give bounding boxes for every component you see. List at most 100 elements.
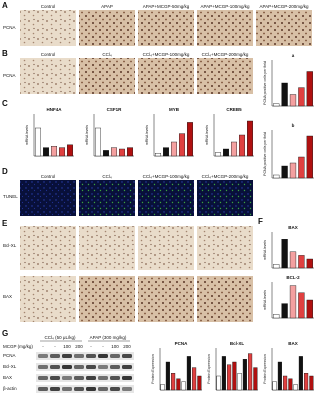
- column-label: CCl₄: [102, 52, 111, 57]
- bar: [306, 135, 313, 179]
- micrograph: [197, 226, 253, 270]
- band: [50, 365, 60, 369]
- bar: [273, 314, 280, 319]
- dose-label: MCGP (mg/kg): [3, 344, 33, 349]
- y-axis-label: Protein Expression: [151, 354, 155, 383]
- stain-label: Bcl-XL: [3, 243, 17, 248]
- panel-label: G: [2, 329, 8, 338]
- micrograph: [79, 180, 135, 216]
- bar: [281, 303, 288, 319]
- band: [74, 387, 84, 391]
- micrograph: [138, 226, 194, 270]
- band: [110, 376, 120, 380]
- bar: [273, 264, 280, 269]
- band: [122, 376, 132, 380]
- y-axis-label: Protein Expression: [207, 354, 211, 383]
- bar: [288, 378, 293, 391]
- blot-strip: [36, 374, 134, 382]
- micrograph: [138, 276, 194, 322]
- stain-label: BAX: [3, 294, 12, 299]
- micrograph: [20, 226, 76, 270]
- column-label: APAP+MCGP-50mg/kg: [143, 4, 190, 9]
- bar: [298, 156, 305, 179]
- panel-label: B: [2, 49, 8, 58]
- dose: 200: [75, 344, 83, 349]
- micrograph: [79, 58, 135, 94]
- bar: [306, 299, 313, 319]
- band-label: PCNA: [3, 353, 16, 358]
- bar: [176, 378, 181, 391]
- dose: -: [54, 344, 56, 349]
- chart-title: CSF1R: [107, 107, 123, 112]
- column-label: Control: [41, 4, 56, 9]
- column-label: CCl₄+MCGP-200mg/kg: [202, 174, 249, 179]
- panel-label: F: [258, 217, 263, 226]
- y-axis-label: PCNA positive cells per field: [263, 132, 267, 176]
- bar: [66, 144, 73, 157]
- bar: [181, 381, 186, 391]
- band: [50, 387, 60, 391]
- band: [50, 354, 60, 358]
- bar: [102, 150, 109, 157]
- y-axis-label: mRNA levels: [263, 290, 267, 310]
- band: [38, 376, 48, 380]
- bar: [178, 133, 185, 157]
- bar: [246, 120, 253, 157]
- micrograph: [20, 58, 76, 94]
- band: [62, 365, 72, 369]
- bar: [171, 373, 176, 391]
- bar: [289, 94, 297, 107]
- bar: [273, 174, 280, 179]
- bar: [272, 381, 277, 391]
- dose: -: [102, 344, 104, 349]
- band: [38, 387, 48, 391]
- chart-title: b: [292, 123, 295, 128]
- bar: [192, 367, 197, 391]
- bar: [221, 356, 226, 391]
- micrograph: [79, 10, 135, 46]
- bar: [242, 359, 247, 391]
- panel-label: D: [2, 167, 8, 176]
- bar: [222, 148, 229, 157]
- stain-label: PCNA: [3, 25, 16, 30]
- bar: [237, 373, 242, 391]
- chart-title: BAX: [288, 341, 298, 346]
- bar: [281, 165, 288, 179]
- bar: [118, 148, 125, 157]
- micrograph: [20, 10, 76, 46]
- bar: [110, 147, 117, 157]
- bar: [59, 147, 66, 157]
- micrograph: [138, 58, 194, 94]
- band: [50, 376, 60, 380]
- band: [122, 387, 132, 391]
- band: [98, 354, 108, 358]
- band: [86, 376, 96, 380]
- band-label: Bcl-XL: [3, 364, 17, 369]
- band: [38, 354, 48, 358]
- band: [38, 365, 48, 369]
- bar: [277, 361, 282, 391]
- bar: [126, 147, 133, 157]
- bar: [253, 367, 258, 391]
- panel-label: A: [2, 1, 8, 10]
- y-axis-label: Protein Expression: [263, 354, 267, 383]
- dose: -: [90, 344, 92, 349]
- bar: [273, 103, 280, 107]
- micrograph: [138, 10, 194, 46]
- blot-strip: [36, 385, 134, 393]
- bar: [186, 122, 193, 157]
- chart-title: PCNA: [175, 341, 189, 346]
- band-label: BAX: [3, 375, 12, 380]
- bar: [298, 356, 303, 391]
- stain-label: PCNA: [3, 73, 16, 78]
- bar: [289, 251, 297, 269]
- bar: [216, 375, 221, 391]
- bar: [197, 375, 202, 391]
- column-label: APAP+MCGP-100mg/kg: [200, 4, 250, 9]
- bar: [281, 238, 288, 269]
- micrograph: [20, 180, 76, 216]
- dose: 100: [111, 344, 119, 349]
- bar: [309, 375, 314, 391]
- blot-strip: [36, 352, 134, 360]
- y-axis-label: mRNA levels: [145, 125, 149, 145]
